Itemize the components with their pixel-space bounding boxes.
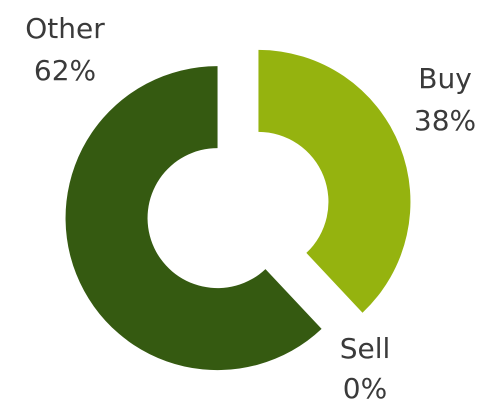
category-label: Sell xyxy=(340,332,391,365)
value-label: 62% xyxy=(34,54,96,87)
value-label: 38% xyxy=(414,104,476,137)
donut-segment xyxy=(258,49,411,313)
category-label: Buy xyxy=(418,62,472,95)
donut-segment xyxy=(65,66,322,371)
value-label: 0% xyxy=(343,372,387,405)
category-label: Other xyxy=(25,12,105,45)
